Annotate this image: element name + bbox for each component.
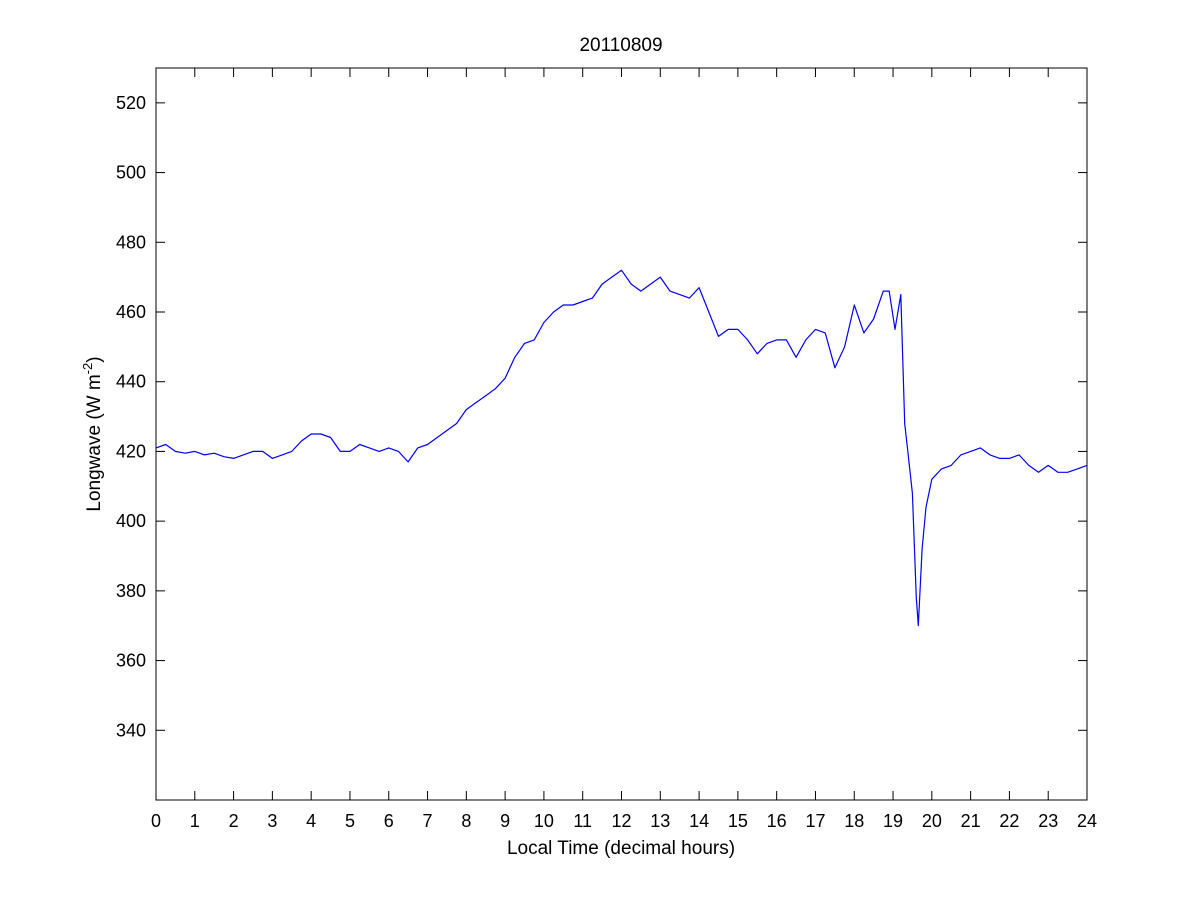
- y-tick-label: 460: [116, 302, 146, 322]
- x-tick-label: 4: [306, 811, 316, 831]
- x-tick-label: 5: [345, 811, 355, 831]
- x-tick-label: 1: [190, 811, 200, 831]
- x-tick-label: 24: [1077, 811, 1097, 831]
- y-axis-ticks: 340 360 380 400 420 440 460 480 500 520: [116, 93, 1087, 740]
- x-tick-label: 13: [650, 811, 670, 831]
- y-axis-title-main: Longwave (W m: [84, 374, 105, 511]
- x-tick-label: 14: [689, 811, 709, 831]
- y-tick-label: 400: [116, 511, 146, 531]
- x-tick-label: 6: [384, 811, 394, 831]
- y-axis-title: Longwave (W m-2): [80, 356, 105, 511]
- x-tick-label: 7: [423, 811, 433, 831]
- x-tick-label: 2: [229, 811, 239, 831]
- y-tick-label: 440: [116, 372, 146, 392]
- x-tick-label: 23: [1038, 811, 1058, 831]
- x-tick-label: 10: [534, 811, 554, 831]
- x-tick-label: 17: [805, 811, 825, 831]
- y-tick-label: 360: [116, 651, 146, 671]
- chart-title: 20110809: [579, 35, 662, 56]
- x-axis-title: Local Time (decimal hours): [507, 838, 735, 859]
- x-tick-label: 0: [151, 811, 161, 831]
- x-tick-label: 12: [611, 811, 631, 831]
- x-tick-label: 11: [573, 811, 592, 831]
- x-tick-label: 3: [267, 811, 277, 831]
- y-axis-title-superscript: -2: [80, 363, 95, 375]
- x-tick-label: 15: [728, 811, 748, 831]
- x-tick-label: 18: [844, 811, 864, 831]
- x-tick-label: 16: [767, 811, 787, 831]
- y-tick-label: 480: [116, 232, 146, 252]
- x-tick-label: 22: [999, 811, 1019, 831]
- y-axis-title-close: ): [84, 356, 105, 362]
- y-tick-label: 380: [116, 581, 146, 601]
- x-tick-label: 21: [961, 811, 981, 831]
- x-tick-label: 8: [461, 811, 471, 831]
- x-tick-label: 19: [883, 811, 903, 831]
- x-tick-label: 9: [500, 811, 510, 831]
- y-tick-label: 500: [116, 163, 146, 183]
- y-tick-label: 340: [116, 720, 146, 740]
- x-axis-ticks: 0 1 2 3 4 5 6 7 8 9 10 11 12 13 14 15 16 17 18 19 20 21 22 23 24: [151, 68, 1097, 831]
- y-tick-label: 420: [116, 441, 146, 461]
- x-tick-label: 20: [922, 811, 942, 831]
- series-line-longwave: [155, 269, 1088, 627]
- series-layer: [155, 269, 1088, 627]
- y-tick-label: 520: [116, 93, 146, 113]
